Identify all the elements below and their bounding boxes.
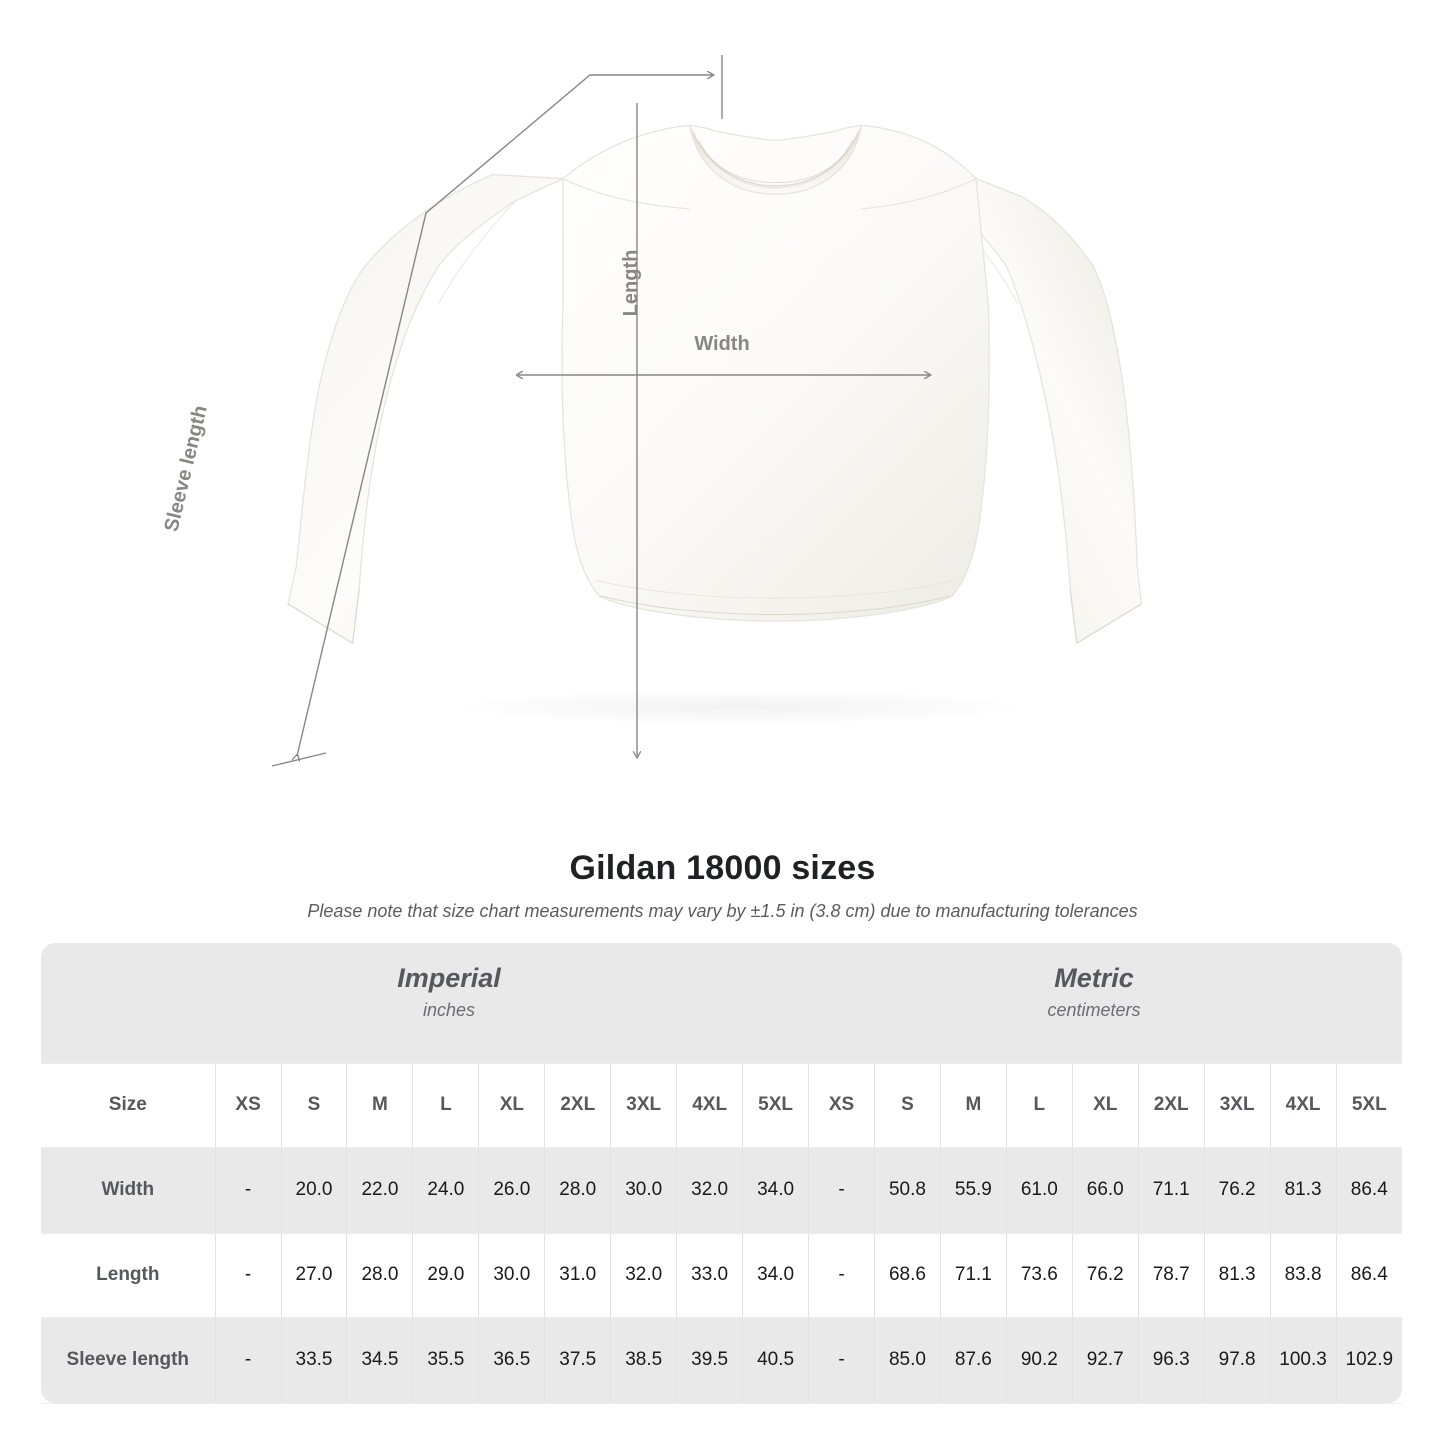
svg-text:Length: Length <box>620 250 642 317</box>
svg-text:Sleeve length: Sleeve length <box>161 403 212 534</box>
svg-text:Width: Width <box>694 333 749 355</box>
